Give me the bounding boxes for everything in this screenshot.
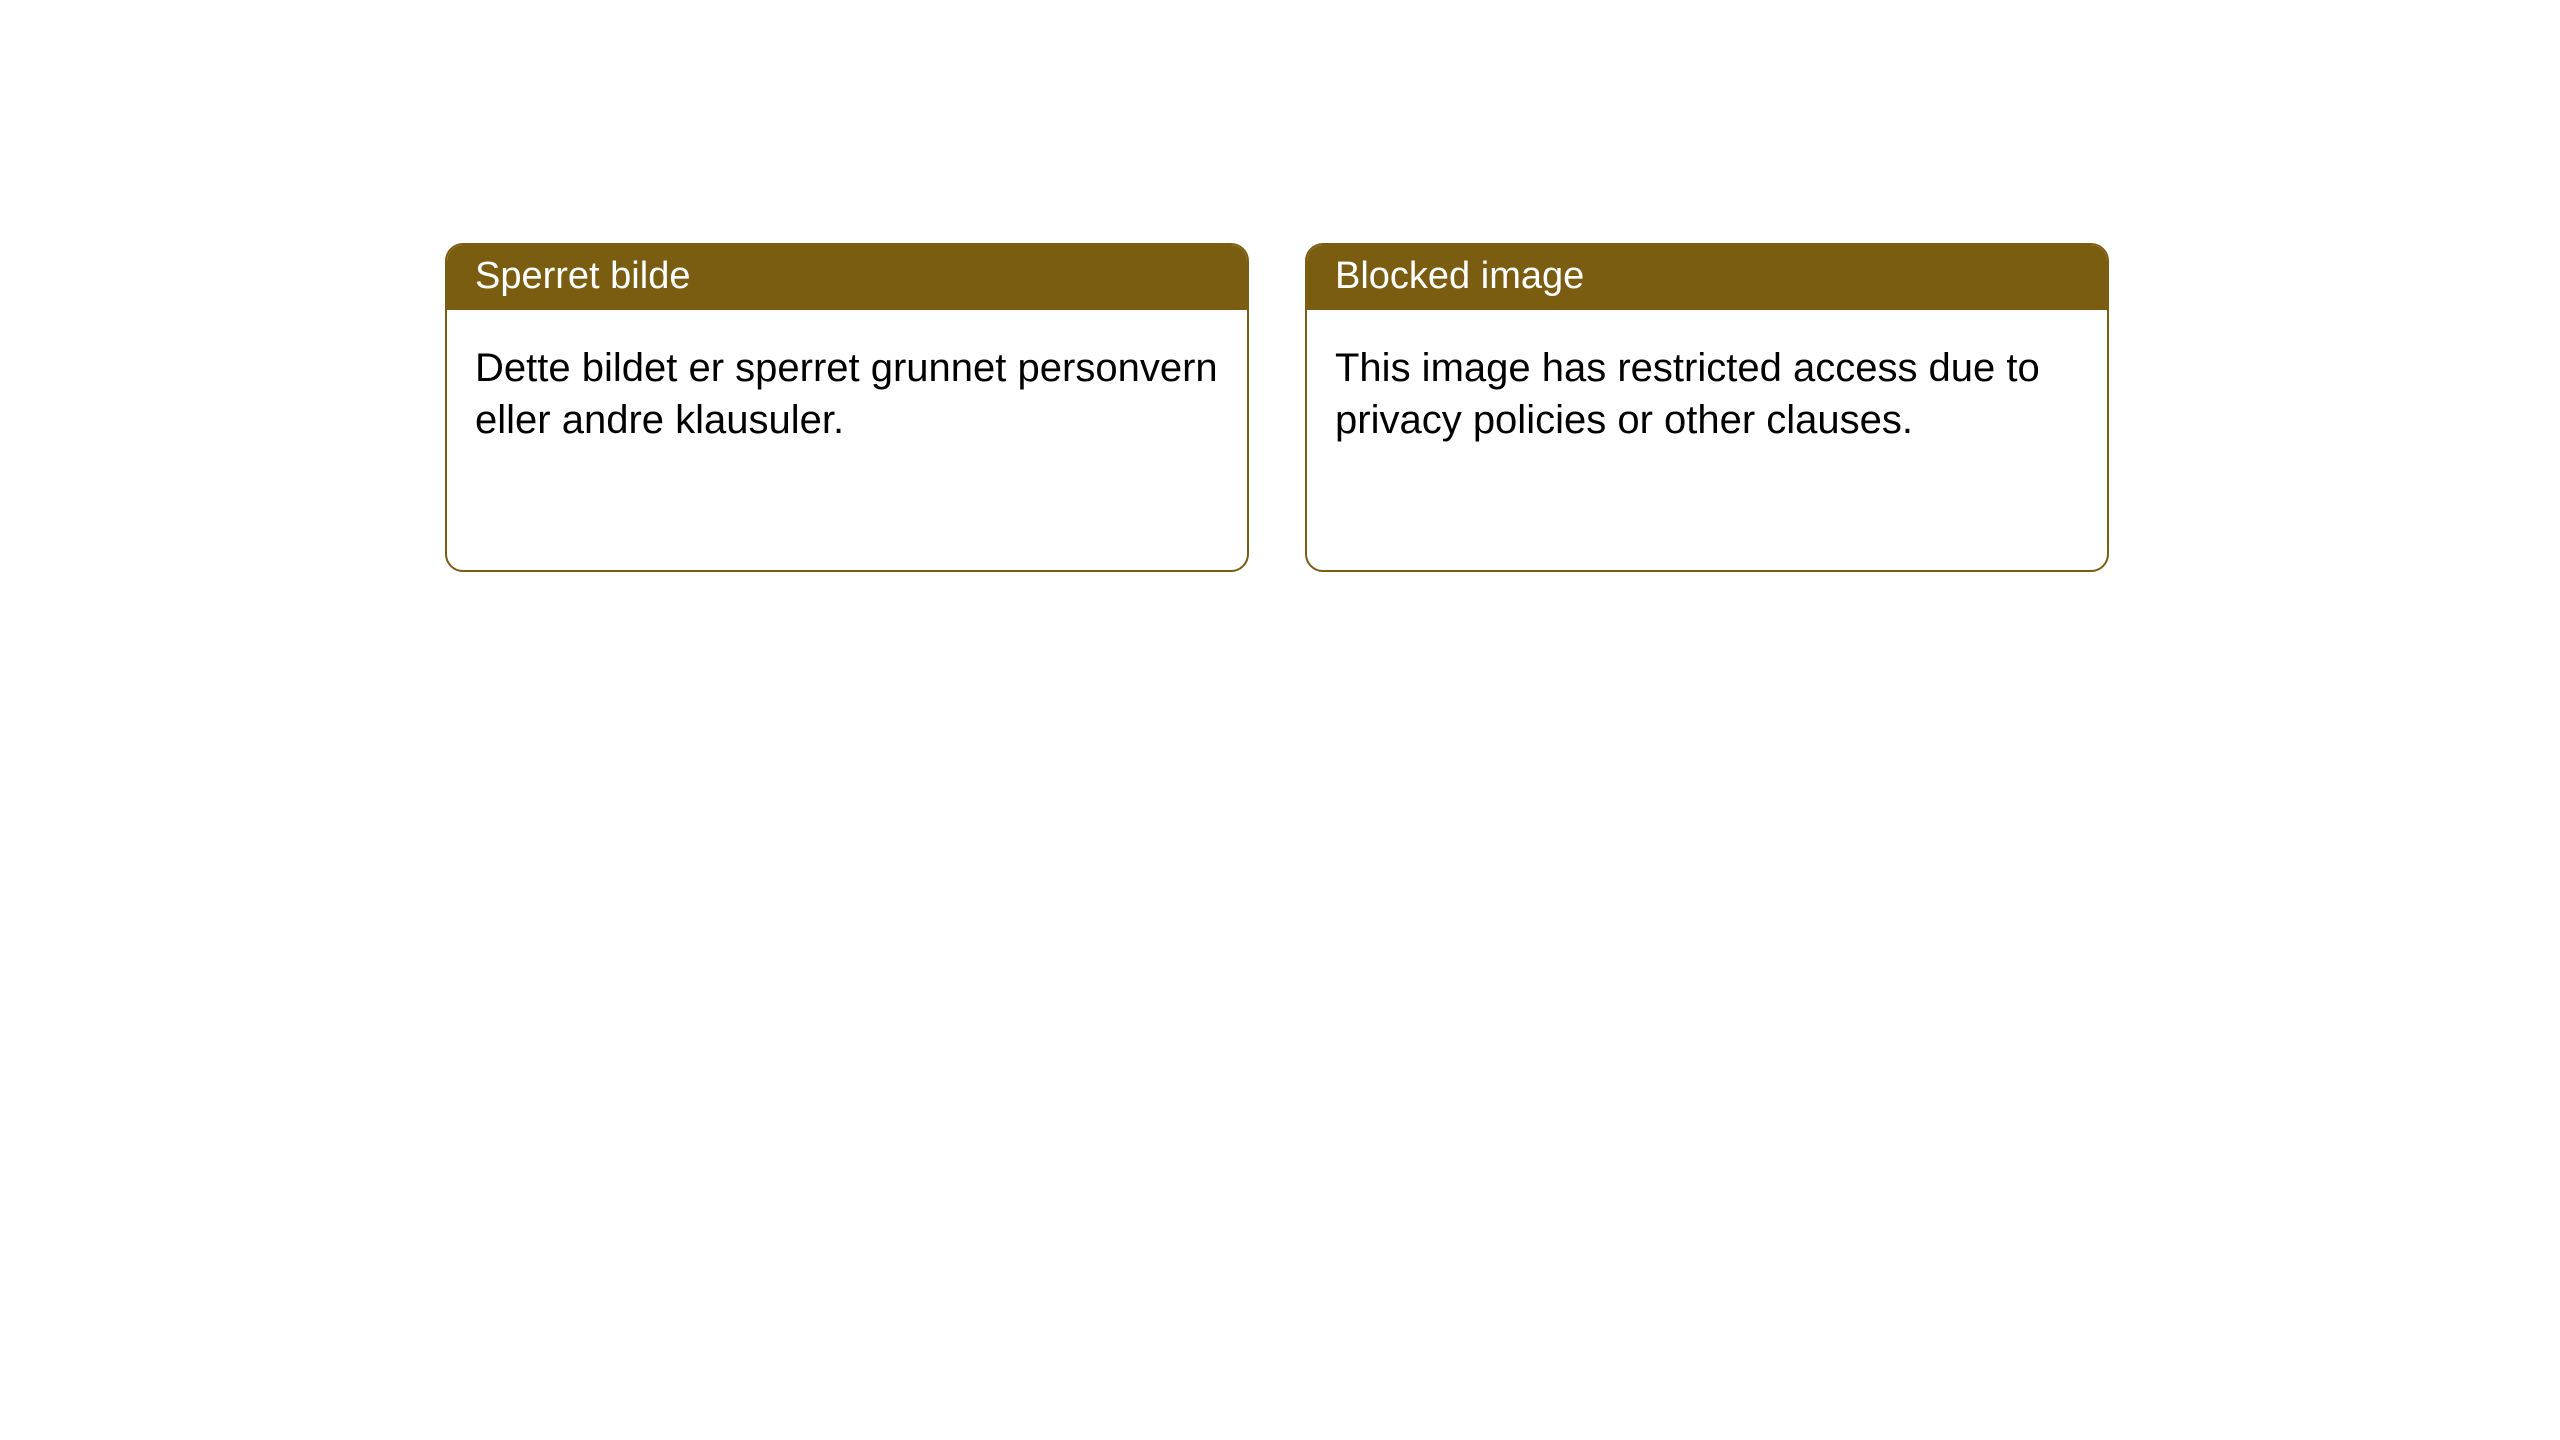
notice-card-english: Blocked image This image has restricted … [1305, 243, 2109, 572]
notice-card-norwegian: Sperret bilde Dette bildet er sperret gr… [445, 243, 1249, 572]
notice-container: Sperret bilde Dette bildet er sperret gr… [445, 243, 2109, 572]
notice-body-english: This image has restricted access due to … [1307, 310, 2107, 570]
notice-title: Blocked image [1335, 255, 1584, 297]
notice-title: Sperret bilde [475, 255, 690, 297]
notice-body-text: This image has restricted access due to … [1335, 346, 2040, 442]
notice-header-english: Blocked image [1307, 245, 2107, 310]
notice-header-norwegian: Sperret bilde [447, 245, 1247, 310]
notice-body-norwegian: Dette bildet er sperret grunnet personve… [447, 310, 1247, 570]
notice-body-text: Dette bildet er sperret grunnet personve… [475, 346, 1218, 442]
